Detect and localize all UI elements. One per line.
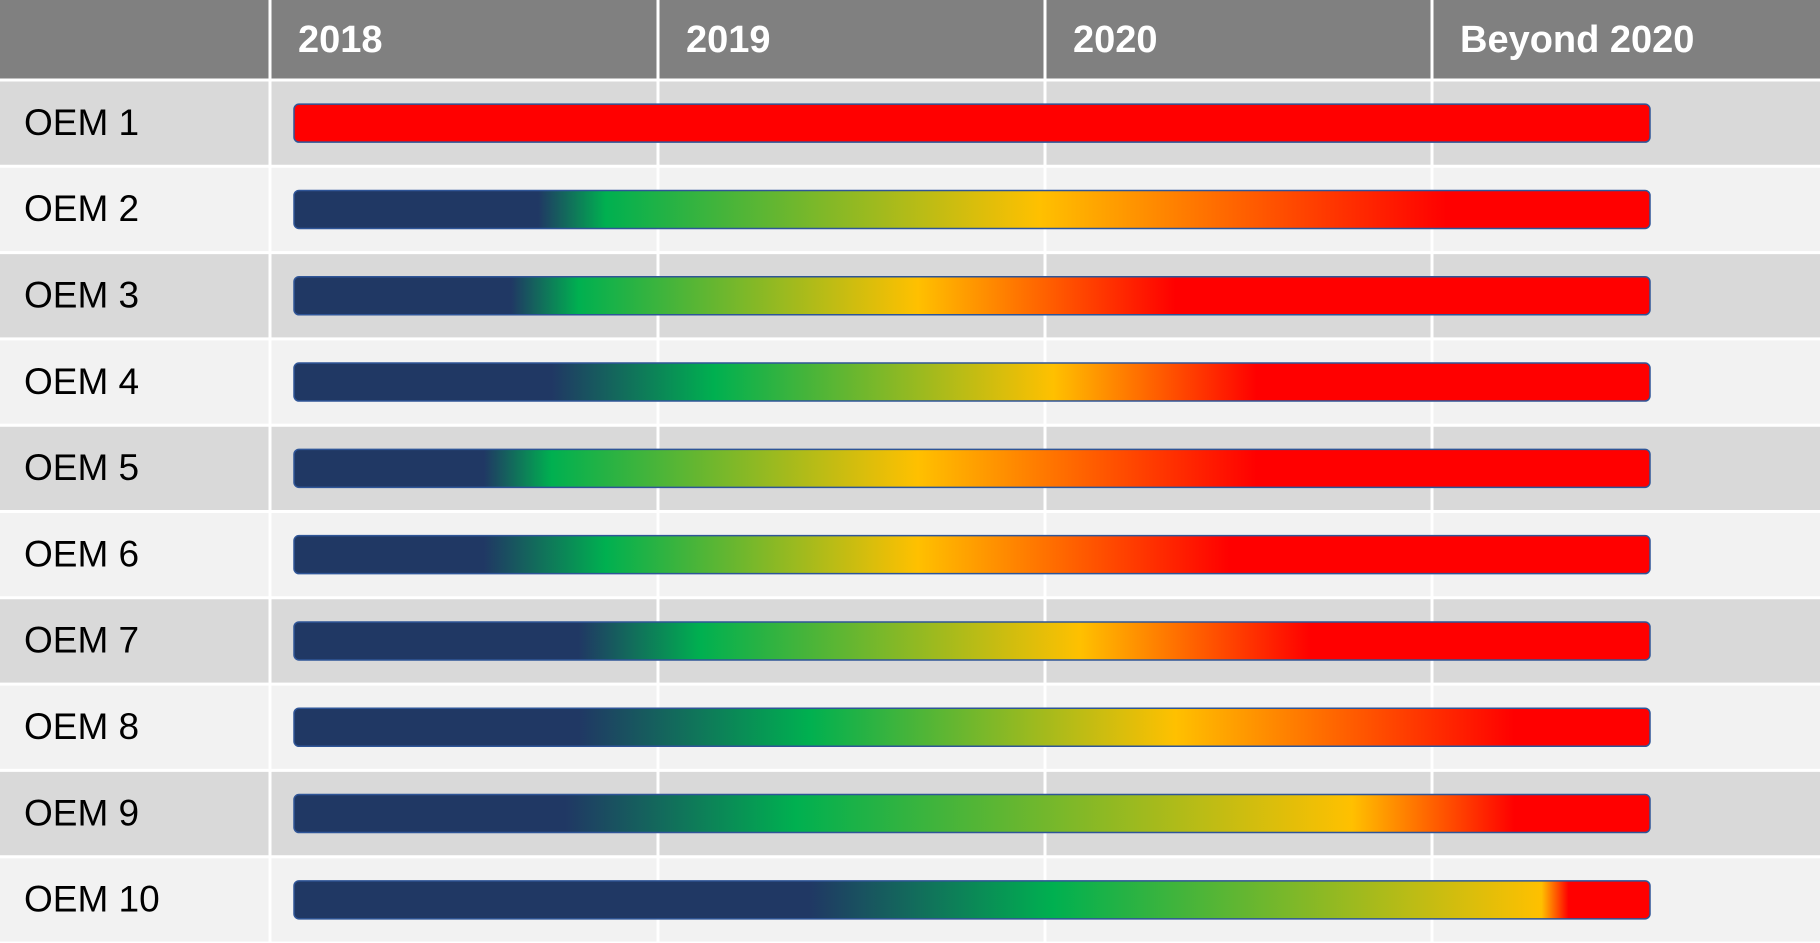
- timeline-bar: [293, 707, 1651, 747]
- timeline-bar: [293, 880, 1651, 920]
- timeline-bar: [293, 448, 1651, 489]
- timeline-bar: [293, 534, 1651, 575]
- timeline-bar: [293, 103, 1651, 143]
- header-background: [0, 0, 1820, 80]
- timeline-bar: [293, 276, 1651, 316]
- row-label: OEM 5: [24, 447, 139, 488]
- row-label: OEM 3: [24, 275, 139, 316]
- timeline-bar: [293, 621, 1651, 661]
- row-label: OEM 2: [24, 188, 139, 229]
- timeline-bar: [293, 793, 1651, 834]
- row-label: OEM 4: [24, 361, 139, 402]
- timeline-bar: [293, 189, 1651, 230]
- row-label: OEM 10: [24, 879, 160, 920]
- row-label: OEM 1: [24, 102, 139, 143]
- column-header: 2018: [298, 19, 383, 61]
- row-label: OEM 6: [24, 533, 139, 574]
- timeline-bar: [293, 362, 1651, 402]
- column-header: 2019: [686, 19, 771, 61]
- column-header: Beyond 2020: [1460, 19, 1694, 61]
- row-label: OEM 7: [24, 620, 139, 661]
- column-header: 2020: [1073, 19, 1158, 61]
- row-label: OEM 9: [24, 792, 139, 833]
- row-label: OEM 8: [24, 706, 139, 747]
